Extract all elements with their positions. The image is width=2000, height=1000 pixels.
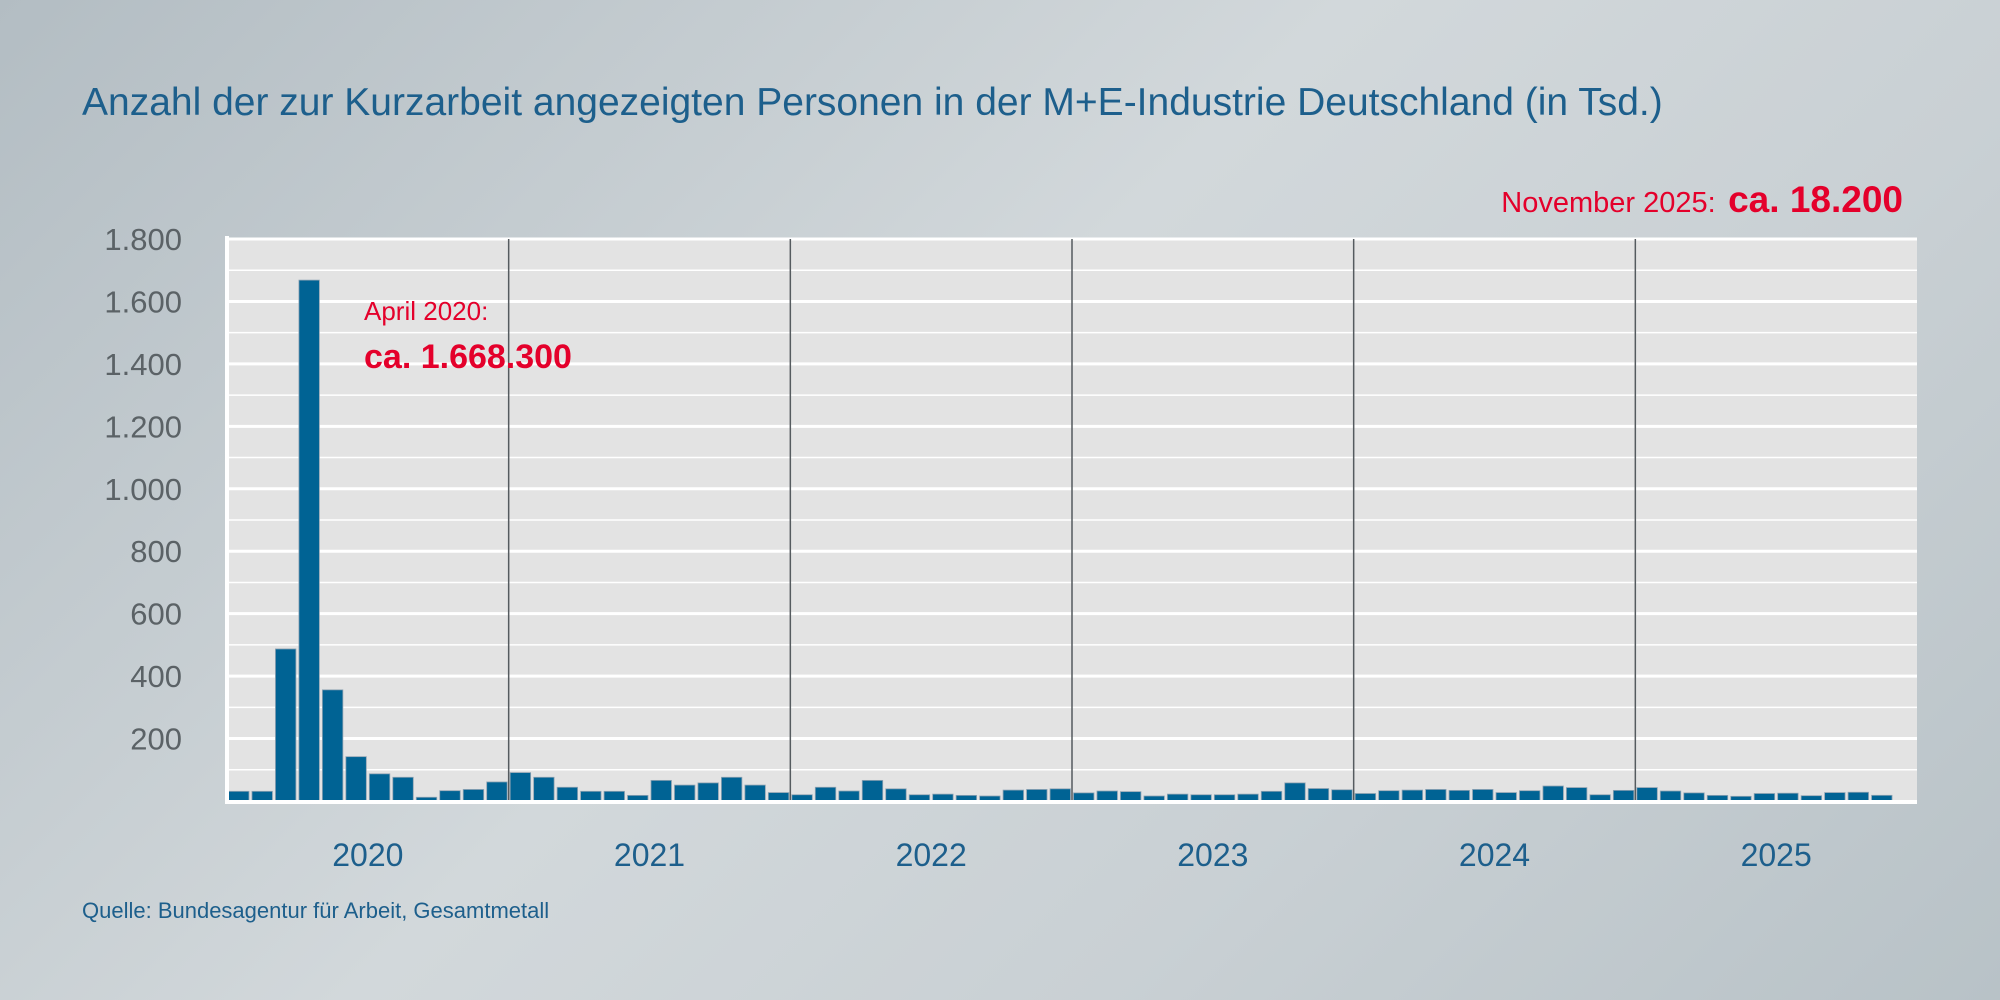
bar <box>1166 793 1189 802</box>
x-tick-label: 2021 <box>614 837 685 873</box>
y-tick-label: 200 <box>130 722 182 757</box>
bar <box>1753 793 1776 802</box>
latest-annotation: November 2025: ca. 18.200 <box>1501 179 1903 220</box>
bar <box>1448 789 1470 802</box>
bar <box>1612 789 1635 802</box>
bar <box>932 793 954 802</box>
chart-title: Anzahl der zur Kurzarbeit angezeigten Pe… <box>82 81 1663 124</box>
bar <box>1284 782 1306 802</box>
bar <box>603 790 625 802</box>
peak-annotation-value: ca. 1.668.300 <box>364 338 572 376</box>
source-note: Quelle: Bundesagentur für Arbeit, Gesamt… <box>82 898 549 923</box>
bar <box>1120 791 1142 802</box>
bar <box>1260 790 1283 802</box>
bar <box>228 790 250 802</box>
bar <box>439 790 461 802</box>
bar <box>697 782 719 802</box>
bar <box>1542 785 1564 802</box>
y-tick-label: 1.600 <box>104 284 182 319</box>
bar <box>1472 789 1494 802</box>
x-tick-label: 2020 <box>332 837 403 873</box>
y-tick-label: 1.200 <box>104 409 182 444</box>
peak-annotation-label: April 2020: <box>364 296 488 326</box>
y-tick-label: 800 <box>130 534 182 569</box>
bar <box>556 786 578 802</box>
bar <box>1026 789 1048 802</box>
x-tick-labels: 2020 2021 2022 2023 2024 2025 <box>332 837 1812 873</box>
bar <box>1049 788 1071 802</box>
x-tick-label: 2025 <box>1741 837 1812 873</box>
bar <box>1425 789 1447 802</box>
latest-annotation-label: November 2025: <box>1501 187 1715 219</box>
bar <box>321 689 344 802</box>
bar <box>1519 790 1541 802</box>
bar <box>345 756 367 802</box>
bar <box>1683 792 1705 802</box>
bar <box>744 784 766 802</box>
bar <box>533 776 555 802</box>
bar <box>1073 792 1095 802</box>
bar <box>486 781 508 802</box>
year-dividers <box>507 239 1637 801</box>
bar <box>392 776 414 802</box>
bar <box>1847 791 1869 802</box>
bar <box>1307 788 1330 802</box>
y-tick-label: 1.000 <box>104 472 182 507</box>
bar <box>1237 793 1259 802</box>
y-tick-label: 1.400 <box>104 347 182 382</box>
bar <box>1331 789 1353 802</box>
bar <box>814 786 837 802</box>
bar <box>721 776 743 802</box>
y-tick-label: 400 <box>130 659 182 694</box>
bar <box>1096 790 1118 802</box>
bar <box>861 779 884 802</box>
x-tick-label: 2022 <box>896 837 967 873</box>
bar <box>1636 787 1658 802</box>
bar <box>251 790 273 802</box>
bar <box>1495 792 1517 802</box>
bar <box>1566 787 1588 802</box>
bar <box>1378 790 1400 802</box>
bar <box>767 792 790 802</box>
bar <box>275 648 297 802</box>
bar <box>1002 789 1024 802</box>
x-tick-label: 2024 <box>1459 837 1530 873</box>
bar <box>462 789 485 802</box>
y-tick-label: 1.800 <box>104 222 182 257</box>
bar <box>674 784 696 802</box>
bar <box>1659 790 1682 802</box>
bar <box>298 279 320 802</box>
y-tick-labels: 200 400 600 800 1.000 1.200 1.400 1.600 1.800 <box>104 222 182 757</box>
y-tick-label: 600 <box>130 597 182 632</box>
bar <box>580 790 602 802</box>
bar <box>1354 793 1377 802</box>
bar <box>1401 789 1423 802</box>
bar <box>885 788 907 802</box>
bar <box>838 790 860 802</box>
bar <box>368 773 391 802</box>
latest-annotation-value: ca. 18.200 <box>1728 179 1903 220</box>
bars <box>228 279 1893 802</box>
x-tick-label: 2023 <box>1177 837 1248 873</box>
bar <box>650 779 672 802</box>
bar <box>509 772 532 802</box>
bar <box>1824 792 1846 802</box>
bar <box>1777 792 1799 802</box>
